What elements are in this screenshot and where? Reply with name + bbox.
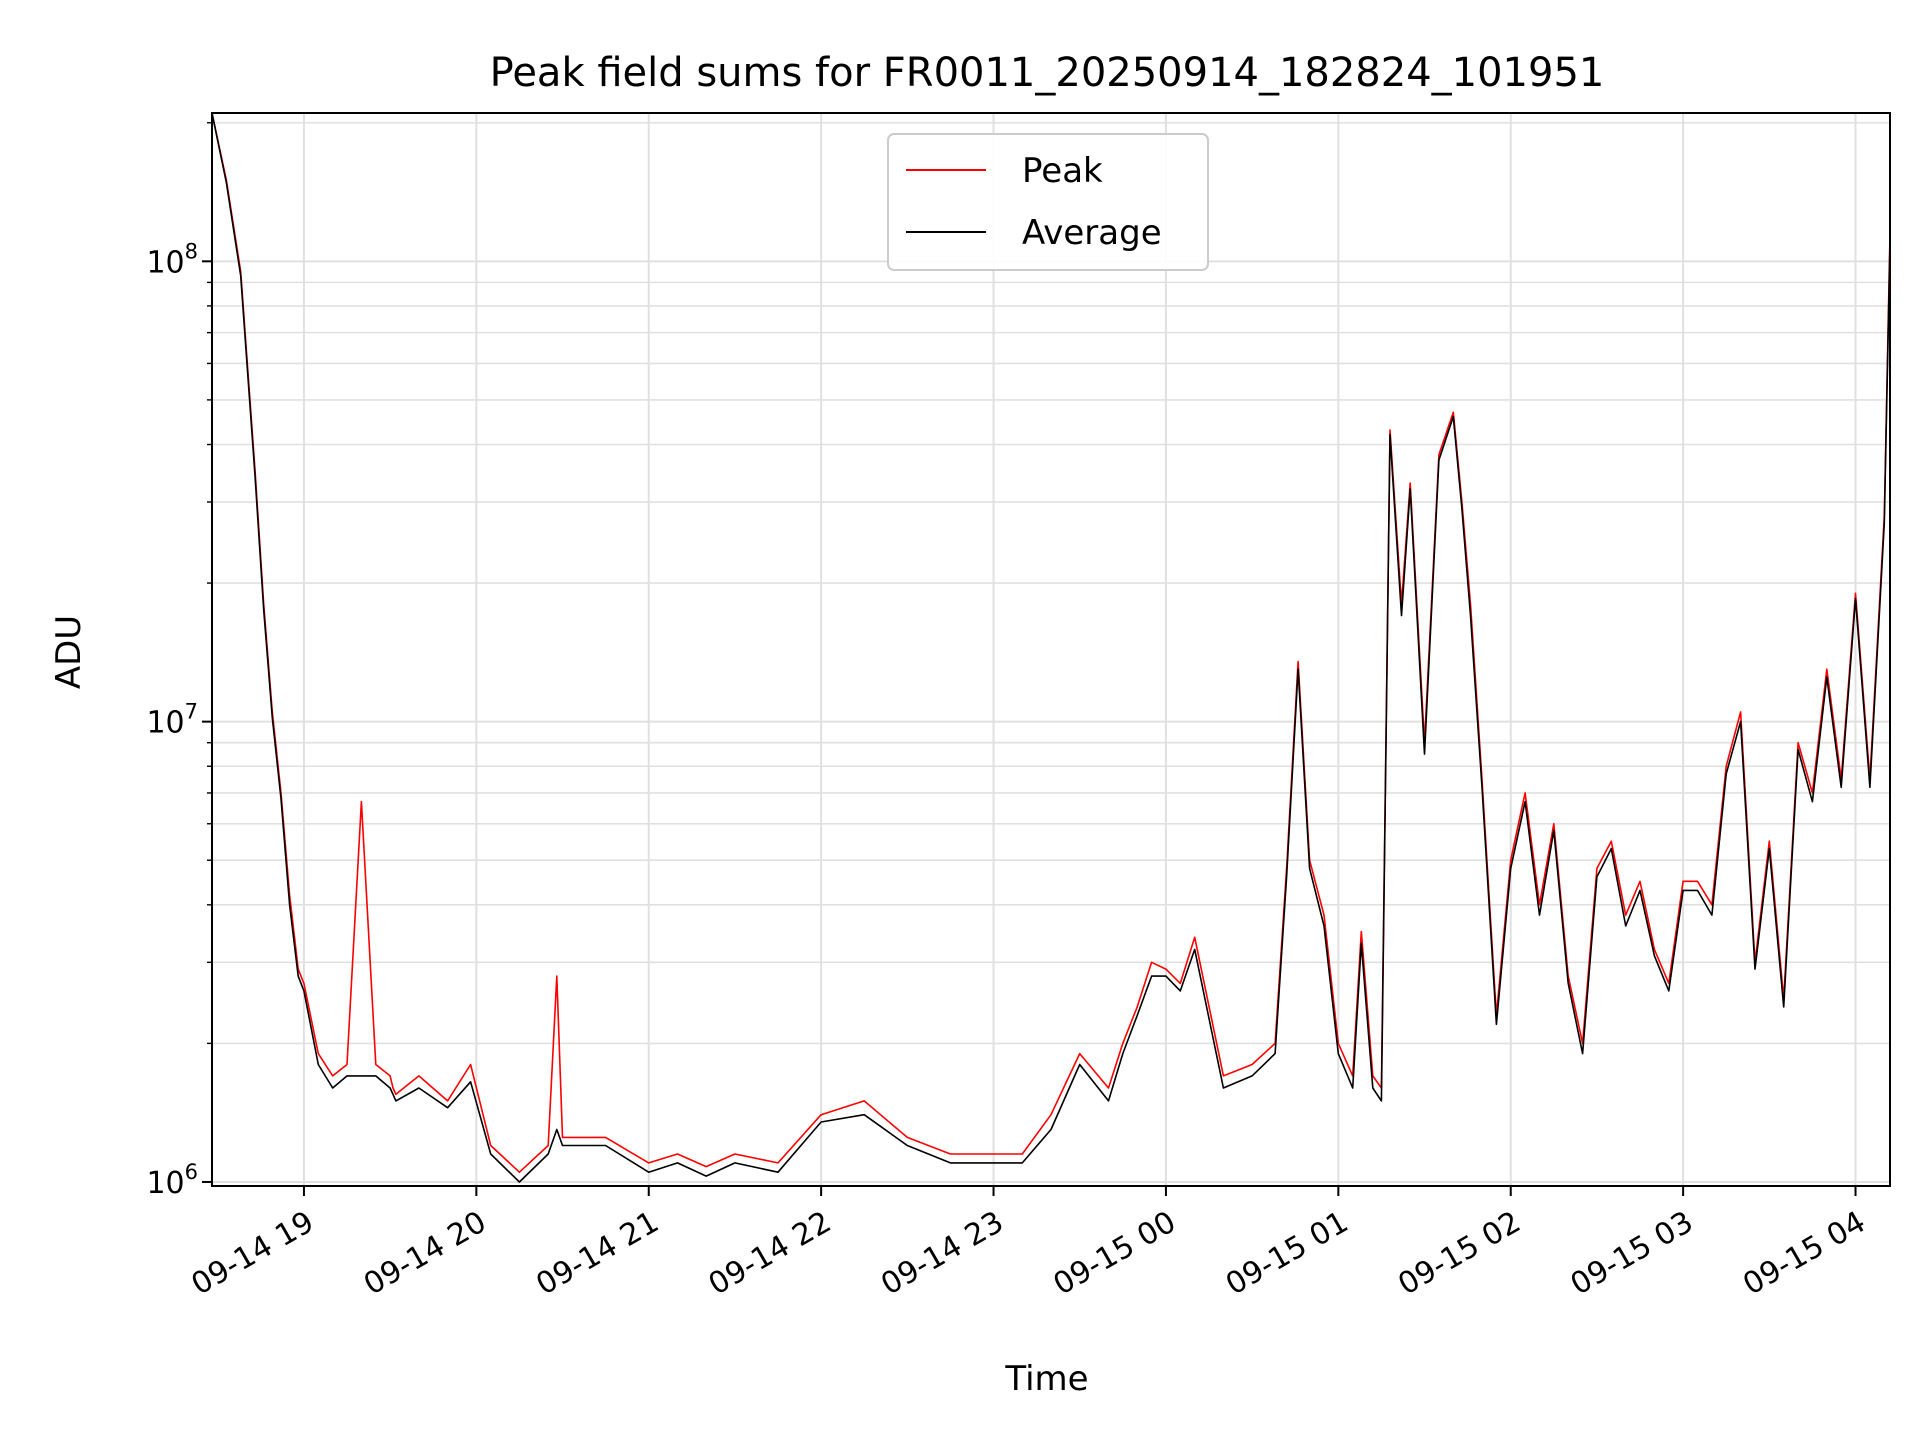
plot-area [211,112,1891,1187]
series-layer [212,113,1890,1183]
series-line-average [212,113,1890,1183]
y-tick-base: 10 [146,245,184,280]
y-tick-exponent: 6 [185,1160,198,1184]
y-tick-base: 10 [146,1166,184,1201]
y-axis-label: ADU [49,615,89,689]
y-tick-label: 107 [146,700,198,741]
y-tick-label: 106 [146,1160,198,1201]
legend-label-peak: Peak [1022,151,1103,191]
y-tick-label: 108 [146,239,198,280]
y-tick-exponent: 8 [185,239,198,263]
y-tick-base: 10 [146,706,184,741]
legend-box [887,133,1209,271]
plot-background [212,113,1890,1186]
legend: Peak Average [887,133,1209,271]
legend-label-average: Average [1022,213,1162,253]
y-tick-exponent: 7 [185,700,198,724]
plot-frame [211,112,1891,1187]
x-axis-label: Time [1004,1359,1088,1399]
chart-title: Peak field sums for FR0011_20250914_1828… [490,50,1605,96]
series-line-peak [212,113,1890,1173]
grid-lines [212,113,1890,1186]
